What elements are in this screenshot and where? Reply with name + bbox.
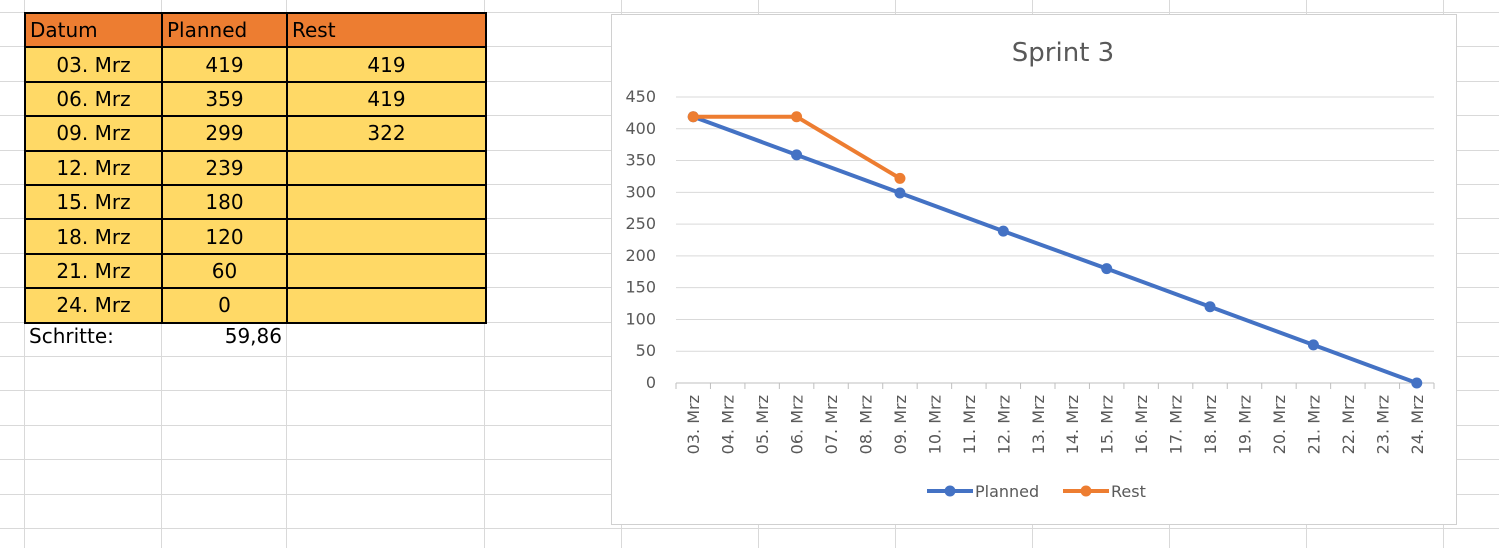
table-cell[interactable]: 15. Mrz	[24, 183, 163, 221]
burndown-chart[interactable]: Sprint 3 0 50 100 150 200 250 300 350 400 450 03. M…	[611, 14, 1457, 525]
grid-row-line	[0, 528, 1499, 529]
chart-canvas: Sprint 3 0 50 100 150 200 250 300 350 400 450 03. M…	[625, 38, 1435, 501]
table-cell[interactable]: 120	[161, 218, 288, 255]
y-tick-label: 250	[625, 214, 656, 233]
table-row: 24. Mrz 0	[24, 287, 487, 324]
x-tick-label: 06. Mrz	[788, 395, 807, 454]
series-line-rest	[693, 114, 901, 181]
table-cell[interactable]: 359	[161, 80, 288, 118]
table-header-cell[interactable]: Planned	[161, 11, 288, 49]
x-tick-label: 04. Mrz	[719, 395, 738, 454]
y-tick-label: 100	[625, 309, 656, 328]
table-header-cell[interactable]: Rest	[286, 11, 487, 49]
grid-row-line	[0, 12, 1499, 13]
y-tick-label: 350	[625, 151, 656, 170]
x-tick-label: 24. Mrz	[1408, 395, 1427, 454]
table-cell[interactable]: 03. Mrz	[24, 46, 163, 83]
data-point-planned	[1411, 377, 1423, 389]
table-header-row: Datum Planned Rest	[24, 11, 487, 49]
data-point-planned	[894, 187, 906, 199]
legend-marker-planned	[944, 485, 956, 497]
x-tick-label: 11. Mrz	[960, 395, 979, 454]
x-tick-label: 17. Mrz	[1167, 395, 1186, 454]
data-point-planned	[1101, 263, 1113, 275]
chart-title: Sprint 3	[1012, 38, 1114, 68]
data-point-planned	[1204, 301, 1216, 313]
x-tick-label: 20. Mrz	[1270, 395, 1289, 454]
data-point-planned	[1307, 339, 1319, 351]
table-cell[interactable]: 180	[161, 183, 288, 221]
table-cell[interactable]: 12. Mrz	[24, 149, 163, 186]
legend-label-planned: Planned	[975, 482, 1039, 501]
y-tick-label: 200	[625, 246, 656, 265]
y-tick-label: 150	[625, 278, 656, 297]
table-row: 06. Mrz 359 419	[24, 80, 487, 118]
x-tick-label: 13. Mrz	[1029, 395, 1048, 454]
x-tick-label: 03. Mrz	[684, 395, 703, 454]
x-tick-label: 10. Mrz	[925, 395, 944, 454]
y-tick-label: 400	[625, 119, 656, 138]
table-row: 15. Mrz 180	[24, 183, 487, 221]
table-row: 12. Mrz 239	[24, 149, 487, 186]
x-tick-label: 21. Mrz	[1304, 395, 1323, 454]
table-cell[interactable]: 18. Mrz	[24, 218, 163, 255]
y-tick-label: 450	[625, 87, 656, 106]
table-row: 21. Mrz 60	[24, 252, 487, 290]
x-tick-label: 23. Mrz	[1373, 395, 1392, 454]
table-cell[interactable]	[286, 149, 487, 186]
steps-value[interactable]: 59,86	[224, 324, 282, 348]
x-tick-label: 19. Mrz	[1236, 395, 1255, 454]
x-tick-label: 18. Mrz	[1201, 395, 1220, 454]
x-tick-label: 07. Mrz	[822, 395, 841, 454]
x-tick-label: 09. Mrz	[891, 395, 910, 454]
y-tick-label: 300	[625, 182, 656, 201]
legend-marker-rest	[1080, 485, 1092, 497]
table-cell[interactable]: 419	[286, 80, 487, 118]
x-tick-label: 22. Mrz	[1339, 395, 1358, 454]
table-header-cell[interactable]: Datum	[24, 11, 163, 49]
x-tick-label: 05. Mrz	[753, 395, 772, 454]
x-tick-label: 12. Mrz	[994, 395, 1013, 454]
x-tick-label: 08. Mrz	[857, 395, 876, 454]
table-cell[interactable]: 24. Mrz	[24, 287, 163, 324]
table-cell[interactable]: 299	[161, 115, 288, 152]
table-cell[interactable]	[286, 183, 487, 221]
table-cell[interactable]: 09. Mrz	[24, 115, 163, 152]
data-point-rest	[894, 172, 906, 184]
table-row: 09. Mrz 299 322	[24, 115, 487, 152]
data-point-planned	[791, 149, 803, 161]
table-cell[interactable]: 06. Mrz	[24, 80, 163, 118]
x-tick-label: 16. Mrz	[1132, 395, 1151, 454]
data-point-rest	[687, 111, 699, 123]
table-cell[interactable]: 322	[286, 115, 487, 152]
table-cell[interactable]: 419	[161, 46, 288, 83]
table-cell[interactable]: 239	[161, 149, 288, 186]
table-row: 18. Mrz 120	[24, 218, 487, 255]
legend-label-rest: Rest	[1111, 482, 1146, 501]
table-cell[interactable]	[286, 287, 487, 324]
table-row: 03. Mrz 419 419	[24, 46, 487, 83]
x-tick-label: 14. Mrz	[1063, 395, 1082, 454]
table-cell[interactable]	[286, 218, 487, 255]
steps-label[interactable]: Schritte:	[29, 324, 114, 348]
table-cell[interactable]: 21. Mrz	[24, 252, 163, 290]
y-tick-label: 50	[636, 341, 656, 360]
y-tick-label: 0	[646, 373, 656, 392]
series-line-planned	[692, 114, 1418, 385]
data-point-rest	[791, 111, 803, 123]
data-table: Datum Planned Rest 03. Mrz 419 419 06. Mrz 359 4…	[24, 11, 487, 324]
table-cell[interactable]: 0	[161, 287, 288, 324]
table-cell[interactable]	[286, 252, 487, 290]
table-cell[interactable]: 60	[161, 252, 288, 290]
table-cell[interactable]: 419	[286, 46, 487, 83]
x-tick-label: 15. Mrz	[1098, 395, 1117, 454]
data-point-planned	[997, 225, 1009, 237]
